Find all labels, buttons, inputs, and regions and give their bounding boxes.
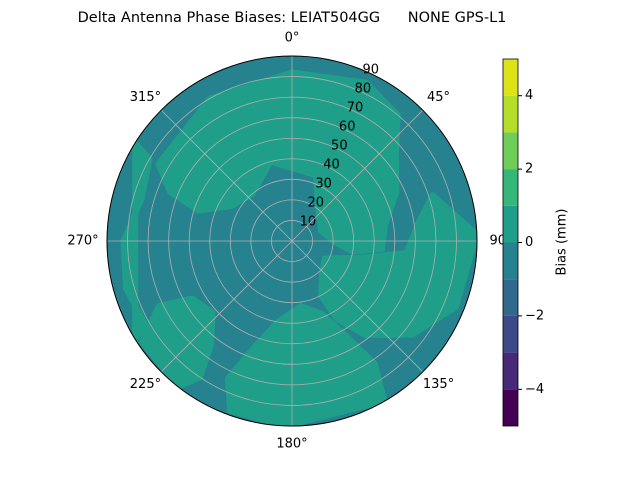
theta-tick-label: 135° xyxy=(423,377,454,392)
colorbar-band xyxy=(503,169,518,206)
grid-spoke xyxy=(160,240,293,373)
grid-spoke xyxy=(160,109,293,242)
colorbar-label: Bias (mm) xyxy=(555,209,570,276)
colorbar-band xyxy=(503,279,518,316)
theta-tick-label: 180° xyxy=(276,437,307,452)
colorbar-band xyxy=(503,132,518,170)
chart-title: Delta Antenna Phase Biases: LEIAT504GG N… xyxy=(78,10,507,26)
r-tick-label: 40 xyxy=(323,158,340,173)
colorbar-band xyxy=(503,205,518,243)
theta-tick-label: 45° xyxy=(427,90,450,105)
r-tick-label: 20 xyxy=(307,196,324,211)
colorbar-band xyxy=(503,242,518,280)
colorbar-tick-label: −2 xyxy=(525,308,544,323)
colorbar-tick-label: 4 xyxy=(525,88,533,103)
r-tick-label: 90 xyxy=(363,63,380,78)
colorbar-band xyxy=(503,315,518,353)
colorbar-band xyxy=(503,59,518,96)
grid-spoke xyxy=(291,240,424,373)
contour-region xyxy=(139,295,216,390)
grid-spoke xyxy=(291,109,424,242)
r-tick-label: 10 xyxy=(300,215,317,230)
theta-tick-label: 225° xyxy=(130,377,161,392)
polar-frame xyxy=(106,55,478,427)
colorbar-band xyxy=(503,389,518,426)
colorbar-band xyxy=(503,352,518,390)
theta-tick-label: 315° xyxy=(130,90,161,105)
colorbar-tick-label: 2 xyxy=(525,162,533,177)
colorbar-tick-label: 0 xyxy=(525,235,533,250)
contour-region xyxy=(120,139,153,343)
r-tick-label: 60 xyxy=(339,120,356,135)
r-tick-label: 80 xyxy=(355,82,372,97)
r-tick-label: 70 xyxy=(347,101,364,116)
r-tick-label: 30 xyxy=(315,177,332,192)
r-tick-label: 50 xyxy=(331,139,348,154)
theta-tick-label: 0° xyxy=(285,31,300,46)
theta-tick-label: 270° xyxy=(67,234,98,249)
colorbar-tick-label: −4 xyxy=(525,382,544,397)
colorbar-band xyxy=(503,95,518,133)
